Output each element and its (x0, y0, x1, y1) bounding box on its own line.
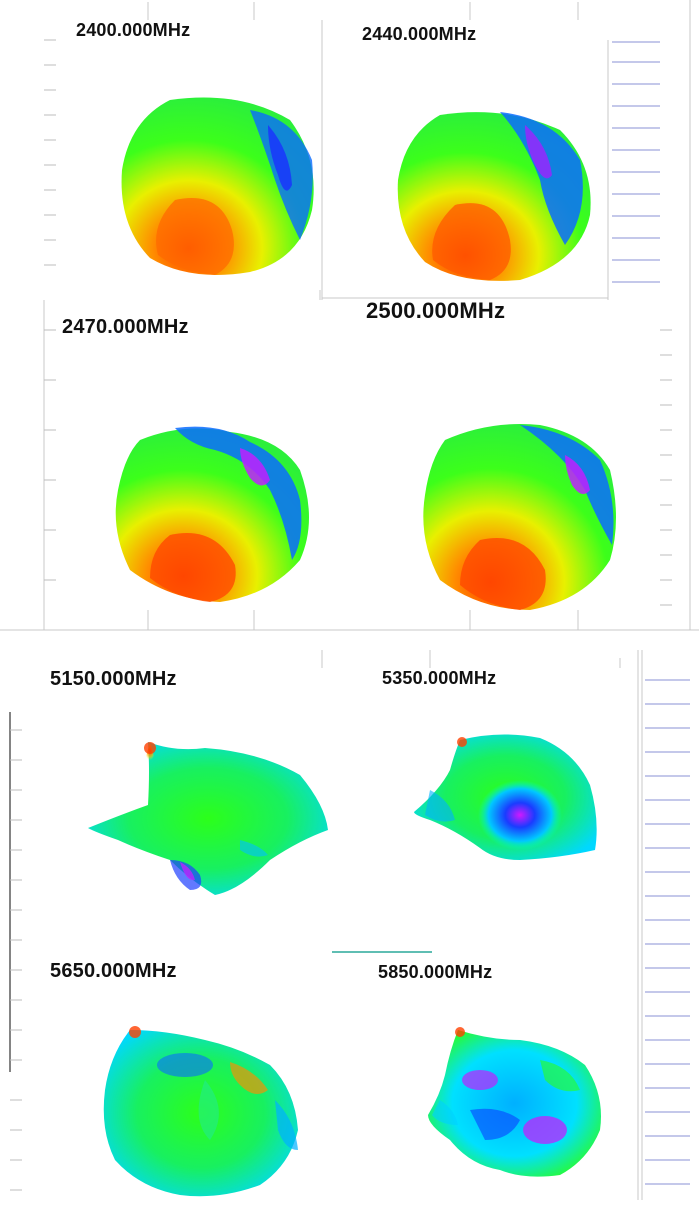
lower-frame (9, 650, 643, 1200)
pattern-5350 (414, 734, 597, 860)
pattern-5650 (103, 1026, 298, 1197)
upper-frame (0, 0, 699, 631)
freq-label-2400: 2400.000MHz (76, 20, 191, 40)
pattern-5850 (428, 1027, 601, 1177)
freq-label-2470: 2470.000MHz (62, 316, 189, 338)
upper-grid-lines (612, 41, 660, 283)
freq-label-5650: 5650.000MHz (50, 960, 177, 982)
freq-label-2440: 2440.000MHz (362, 24, 477, 44)
pattern-2470 (115, 426, 309, 602)
pattern-2400 (121, 97, 314, 275)
pattern-2500 (423, 424, 616, 610)
freq-label-2500: 2500.000MHz (366, 298, 506, 323)
freq-label-5850: 5850.000MHz (378, 962, 493, 982)
pattern-5150 (88, 742, 328, 895)
freq-label-5150: 5150.000MHz (50, 668, 177, 690)
freq-label-5350: 5350.000MHz (382, 668, 497, 688)
lower-grid-lines (645, 679, 690, 1185)
pattern-2440 (397, 112, 591, 281)
